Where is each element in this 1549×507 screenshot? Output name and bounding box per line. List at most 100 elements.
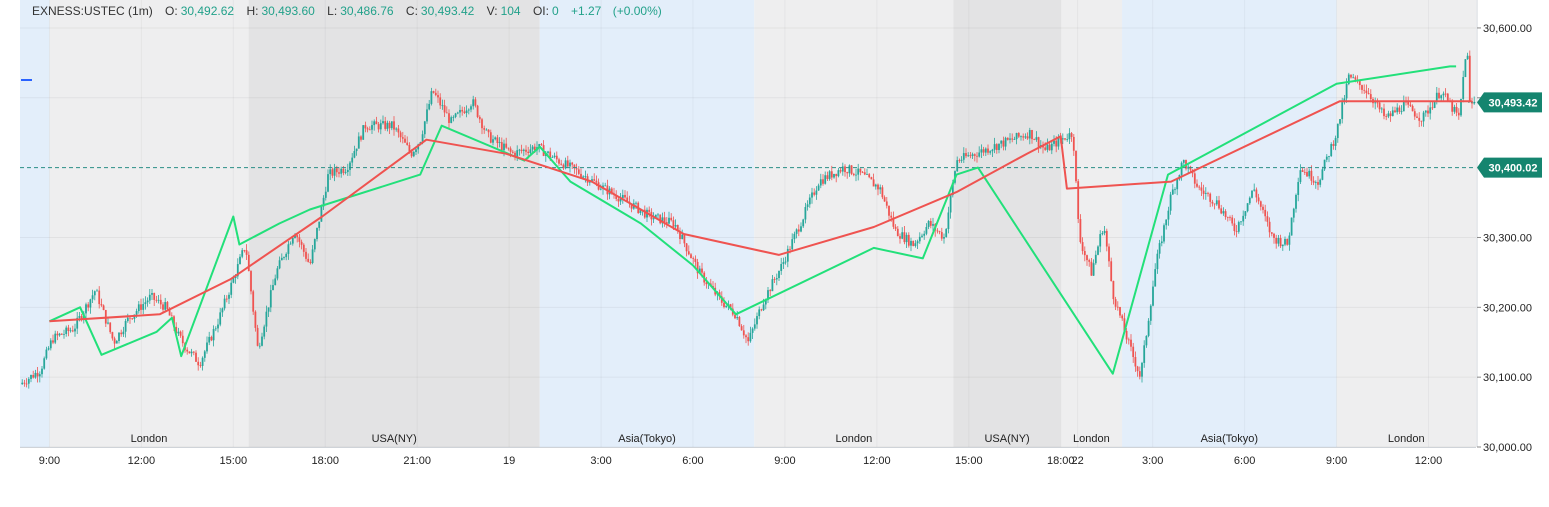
candle-body — [1204, 192, 1207, 194]
candle-body — [833, 173, 835, 178]
candle-body — [316, 227, 318, 240]
candle-body — [571, 162, 574, 165]
candle-body — [47, 348, 50, 350]
candle-body — [192, 351, 195, 353]
candle-body — [762, 304, 765, 311]
candle-body — [1189, 166, 1192, 170]
candle-body — [1440, 95, 1443, 99]
candle-body — [412, 151, 415, 157]
candle-body — [485, 129, 488, 131]
session-label: Asia(Tokyo) — [1201, 433, 1258, 445]
candle-body — [1330, 144, 1333, 157]
candle-body — [943, 236, 945, 239]
candle-body — [395, 128, 398, 130]
candle-body — [932, 224, 934, 226]
candle-body — [1218, 200, 1220, 209]
candle-body — [1462, 77, 1465, 99]
candle-body — [256, 327, 259, 346]
candle-body — [441, 105, 444, 107]
candle-body — [958, 160, 961, 161]
candle-body — [1130, 339, 1132, 347]
candle-body — [459, 109, 461, 113]
candle-body — [377, 124, 380, 130]
candle-body — [1334, 138, 1337, 146]
candle-body — [239, 256, 241, 265]
candle-body — [1035, 137, 1038, 140]
candle-body — [683, 234, 686, 244]
candle-body — [696, 261, 699, 274]
candle-body — [179, 331, 182, 336]
candle-body — [437, 95, 439, 98]
candle-body — [892, 217, 895, 227]
candle-body — [140, 304, 142, 310]
candle-body — [1193, 173, 1196, 184]
drawing-marker-icon — [21, 79, 32, 81]
candle-body — [690, 254, 692, 259]
x-tick-label: 12:00 — [863, 455, 891, 467]
candle-body — [896, 228, 899, 237]
symbol-label[interactable]: EXNESS:USTEC (1m) — [32, 4, 153, 18]
candle-body — [38, 374, 41, 377]
candle-body — [401, 137, 404, 139]
candle-body — [1077, 181, 1080, 220]
candle-body — [1438, 92, 1440, 99]
candle-body — [300, 241, 303, 245]
candle-body — [454, 113, 457, 117]
candle-body — [93, 291, 96, 296]
x-tick-label: 3:00 — [1142, 455, 1163, 467]
candle-body — [978, 152, 981, 157]
candle-body — [463, 111, 466, 113]
candle-body — [885, 201, 888, 206]
candle-body — [474, 99, 477, 106]
y-tick-label: 30,600.00 — [1483, 23, 1532, 35]
y-tick-label: 30,000.00 — [1483, 442, 1532, 454]
candle-body — [822, 179, 824, 184]
candle-body — [804, 207, 807, 220]
candle-body — [522, 149, 525, 151]
candle-body — [96, 290, 98, 292]
candle-body — [287, 244, 290, 254]
candle-body — [630, 203, 633, 209]
candle-body — [617, 198, 620, 202]
candle-body — [1033, 139, 1036, 140]
candle-body — [1332, 144, 1335, 146]
candle-body — [1103, 230, 1106, 234]
candle-body — [1433, 101, 1436, 108]
candle-body — [1057, 137, 1060, 147]
candle-body — [980, 149, 983, 153]
candle-body — [1123, 318, 1126, 331]
candle-body — [756, 316, 758, 325]
candle-body — [155, 299, 158, 301]
session-backgrounds: London USA(NY) Asia(Tokyo) London USA(NY) Lon… — [20, 0, 1476, 447]
x-tick-label: 12:00 — [1415, 455, 1443, 467]
candle-body — [802, 219, 805, 227]
candle-body — [819, 179, 822, 186]
candle-body — [357, 136, 360, 149]
candle-body — [434, 92, 437, 96]
session-label: USA(NY) — [372, 433, 417, 445]
candle-body — [214, 328, 217, 330]
candle-body — [415, 149, 417, 152]
candle-body — [1187, 166, 1190, 169]
candle-body — [331, 169, 334, 176]
high-label: H: — [246, 4, 259, 18]
candle-body — [1145, 335, 1148, 346]
candle-body — [368, 129, 371, 131]
candle-body — [225, 298, 228, 300]
candle-body — [406, 142, 409, 146]
candle-body — [905, 234, 908, 243]
session-label: London — [131, 433, 168, 445]
candle-body — [839, 170, 842, 172]
candle-body — [1306, 172, 1308, 177]
candle-body — [826, 175, 829, 179]
candle-body — [971, 154, 974, 156]
candle-body — [771, 279, 774, 292]
candle-body — [115, 340, 118, 344]
candle-body — [982, 149, 985, 153]
candle-body — [65, 327, 68, 334]
change-percent: (+0.00%) — [612, 4, 662, 18]
candle-body — [311, 249, 314, 264]
candle-body — [780, 263, 783, 271]
candle-body — [1134, 357, 1137, 367]
